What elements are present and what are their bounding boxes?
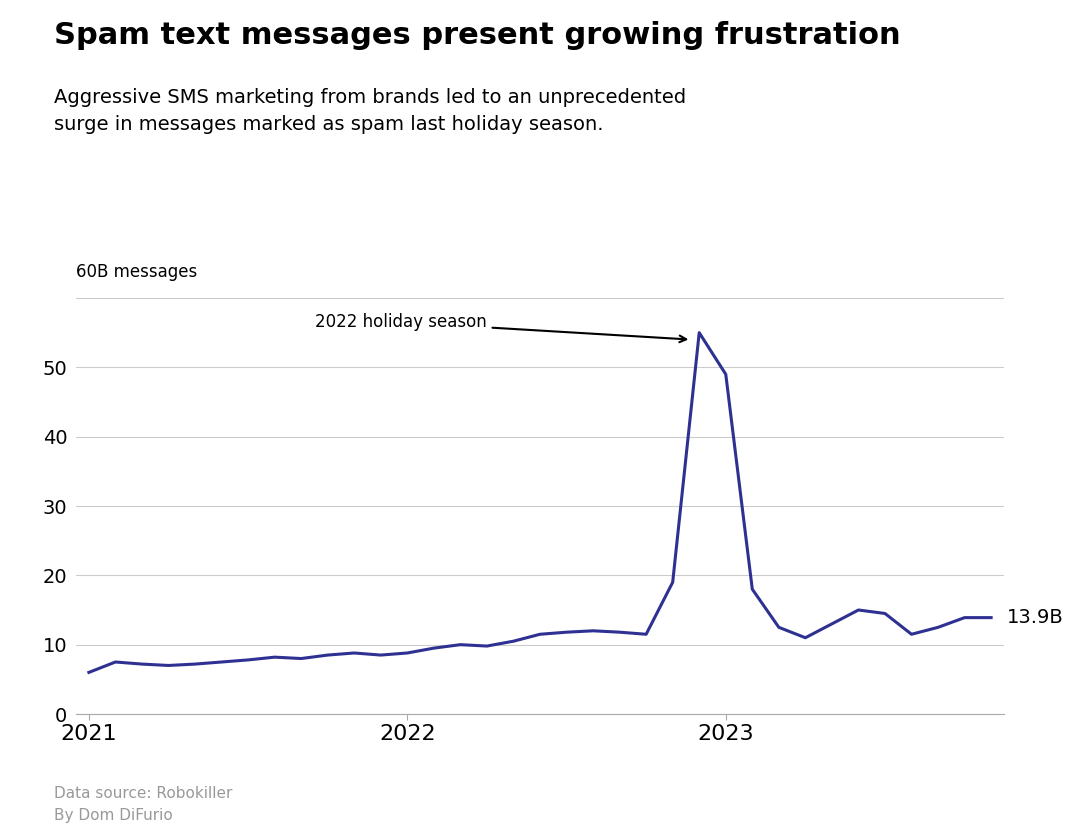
Text: 13.9B: 13.9B [1007, 608, 1064, 627]
Text: Aggressive SMS marketing from brands led to an unprecedented
surge in messages m: Aggressive SMS marketing from brands led… [54, 88, 686, 134]
Text: Data source: Robokiller
By Dom DiFurio: Data source: Robokiller By Dom DiFurio [54, 786, 232, 823]
Text: Spam text messages present growing frustration: Spam text messages present growing frust… [54, 21, 901, 50]
Text: 2022 holiday season: 2022 holiday season [315, 313, 686, 342]
Text: 60B messages: 60B messages [76, 263, 197, 281]
